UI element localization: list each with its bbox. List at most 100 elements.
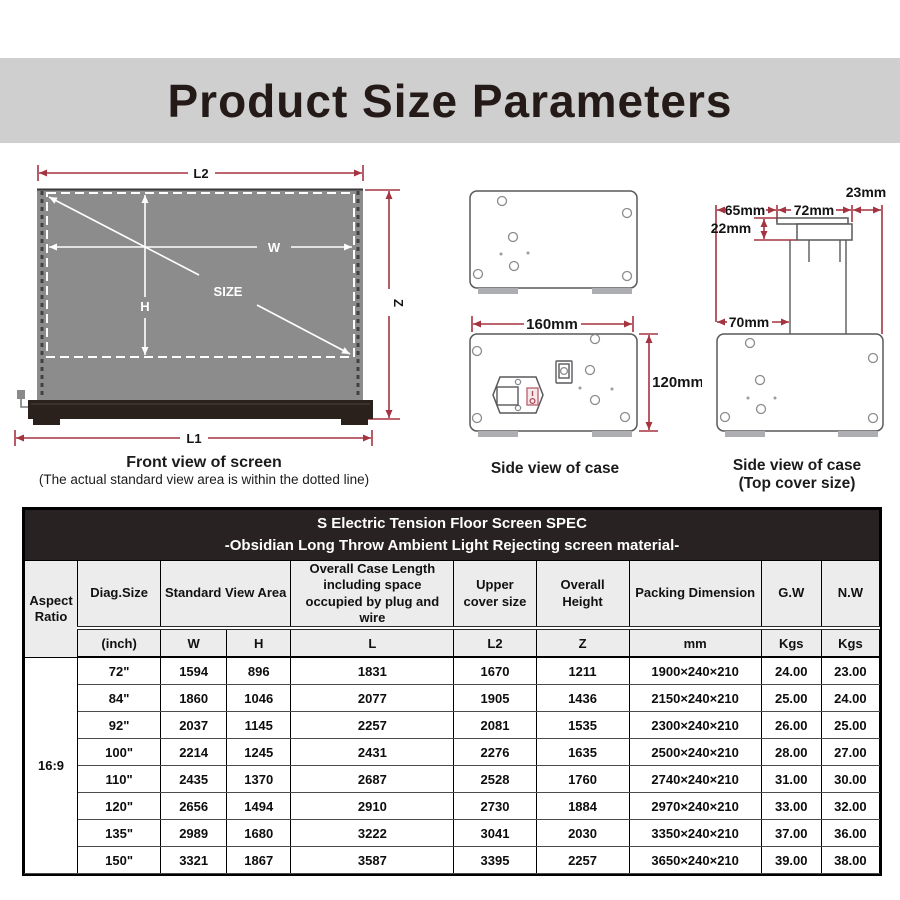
dim-70mm: 70mm xyxy=(717,314,789,330)
spec-row: 100" 2214 1245 2431 2276 1635 2500×240×210 28.0… xyxy=(25,738,881,766)
l2-dimension: L2 xyxy=(37,165,364,181)
spec-cell: 1436 xyxy=(535,684,630,712)
spec-cell: 2081 xyxy=(453,711,537,739)
spec-cell: 120" xyxy=(77,792,162,820)
spec-cell: 1594 xyxy=(160,656,228,685)
spec-cell: 2500×240×210 xyxy=(628,738,762,766)
spec-title-line1: S Electric Tension Floor Screen SPEC xyxy=(317,514,587,532)
spec-cell: 23.00 xyxy=(820,656,881,685)
unit-h: H xyxy=(226,627,292,658)
rocker-switch-icon xyxy=(555,360,573,384)
spec-table-title-row: S Electric Tension Floor Screen SPEC -Ob… xyxy=(24,509,880,561)
spec-cell: 1245 xyxy=(226,738,292,766)
label-160mm: 160mm xyxy=(526,316,578,333)
spec-cell: 1370 xyxy=(226,765,292,793)
spec-cell: 2077 xyxy=(290,684,455,712)
case-top-drawing xyxy=(469,190,638,294)
dim-160mm: 160mm xyxy=(471,316,634,333)
spec-cell: 24.00 xyxy=(820,684,881,712)
spec-cell: 2431 xyxy=(290,738,455,766)
label-23mm: 23mm xyxy=(846,184,886,200)
spec-cell: 3222 xyxy=(290,819,455,847)
spec-cell: 110" xyxy=(77,765,162,793)
spec-cell: 27.00 xyxy=(820,738,881,766)
spec-cell: 1867 xyxy=(226,846,292,874)
header-overall-height: Overall Height xyxy=(535,560,630,630)
spec-cell: 1046 xyxy=(226,684,292,712)
label-70mm: 70mm xyxy=(729,314,769,330)
spec-cell: 135" xyxy=(77,819,162,847)
case-top-cover-drawing xyxy=(716,333,884,437)
front-view-subcaption: (The actual standard view area is within… xyxy=(39,472,369,487)
unit-w: W xyxy=(160,627,228,658)
unit-z: Z xyxy=(535,627,630,658)
spec-cell: 32.00 xyxy=(820,792,881,820)
header-standard-view-area: Standard View Area xyxy=(160,560,292,630)
spec-cell: 2030 xyxy=(535,819,630,847)
spec-cell: 1884 xyxy=(535,792,630,820)
w-label: W xyxy=(268,240,281,255)
spec-cell: 30.00 xyxy=(820,765,881,793)
spec-cell: 1900×240×210 xyxy=(628,656,762,685)
spec-cell: 1535 xyxy=(535,711,630,739)
front-view-diagram: L2 W H SIZE xyxy=(14,165,406,487)
spec-cell: 2214 xyxy=(160,738,228,766)
spec-cell: 1211 xyxy=(535,656,630,685)
spec-cell: 1860 xyxy=(160,684,228,712)
aspect-ratio-value: 16:9 xyxy=(23,656,79,874)
unit-mm: mm xyxy=(628,627,762,658)
spec-row: 92" 2037 1145 2257 2081 1535 2300×240×210 26.00… xyxy=(25,711,881,739)
screen-area xyxy=(37,189,363,400)
spec-table-body: 16:9 72" 1594 896 1831 1670 1211 1900×240×210 24… xyxy=(23,656,881,874)
header-overall-case-length: Overall Case Length including space occu… xyxy=(290,560,455,630)
top-cover-subcaption: (Top cover size) xyxy=(739,475,856,492)
spec-cell: 3395 xyxy=(453,846,537,874)
spec-cell: 2435 xyxy=(160,765,228,793)
spec-cell: 26.00 xyxy=(760,711,822,739)
label-72mm: 72mm xyxy=(794,202,834,218)
spec-cell: 1670 xyxy=(453,656,537,685)
spec-cell: 72" xyxy=(77,656,162,685)
unit-inch: (inch) xyxy=(77,627,162,658)
h-arrow: H xyxy=(140,195,150,355)
spec-cell: 25.00 xyxy=(820,711,881,739)
label-22mm: 22mm xyxy=(711,220,751,236)
spec-cell: 3650×240×210 xyxy=(628,846,762,874)
spec-cell: 1680 xyxy=(226,819,292,847)
spec-cell: 2910 xyxy=(290,792,455,820)
power-inlet-icon xyxy=(492,376,544,414)
front-view-caption: Front view of screen xyxy=(126,454,282,471)
h-label: H xyxy=(140,299,149,314)
spec-cell: 1831 xyxy=(290,656,455,685)
l1-dimension: L1 xyxy=(14,430,373,446)
l1-label: L1 xyxy=(186,431,201,446)
spec-title-line2: -Obsidian Long Throw Ambient Light Rejec… xyxy=(224,537,680,554)
spec-cell: 2970×240×210 xyxy=(628,792,762,820)
spec-table-units-row: (inch) W H L L2 Z mm Kgs Kgs xyxy=(25,627,881,658)
screen-base xyxy=(28,400,373,425)
spec-cell: 2037 xyxy=(160,711,228,739)
w-arrow: W xyxy=(49,240,352,255)
side-view-caption: Side view of case xyxy=(491,460,620,477)
spec-cell: 3041 xyxy=(453,819,537,847)
spec-cell: 1905 xyxy=(453,684,537,712)
spec-cell: 84" xyxy=(77,684,162,712)
spec-table-title: S Electric Tension Floor Screen SPEC -Ob… xyxy=(24,509,880,561)
spec-cell: 31.00 xyxy=(760,765,822,793)
spec-cell: 24.00 xyxy=(760,656,822,685)
spec-cell: 36.00 xyxy=(820,819,881,847)
spec-cell: 2528 xyxy=(453,765,537,793)
header-packing-dimension: Packing Dimension xyxy=(628,560,762,630)
spec-cell: 2656 xyxy=(160,792,228,820)
header-diag-size: Diag.Size xyxy=(77,560,162,630)
spec-cell: 150" xyxy=(77,846,162,874)
spec-cell: 39.00 xyxy=(760,846,822,874)
spec-cell: 2300×240×210 xyxy=(628,711,762,739)
unit-l: L xyxy=(290,627,455,658)
spec-cell: 1635 xyxy=(535,738,630,766)
l2-label: L2 xyxy=(193,166,208,181)
title-band: Product Size Parameters xyxy=(0,58,900,143)
spec-table-header-row: Aspect Ratio Diag.Size Standard View Are… xyxy=(23,560,881,658)
spec-cell: 92" xyxy=(77,711,162,739)
